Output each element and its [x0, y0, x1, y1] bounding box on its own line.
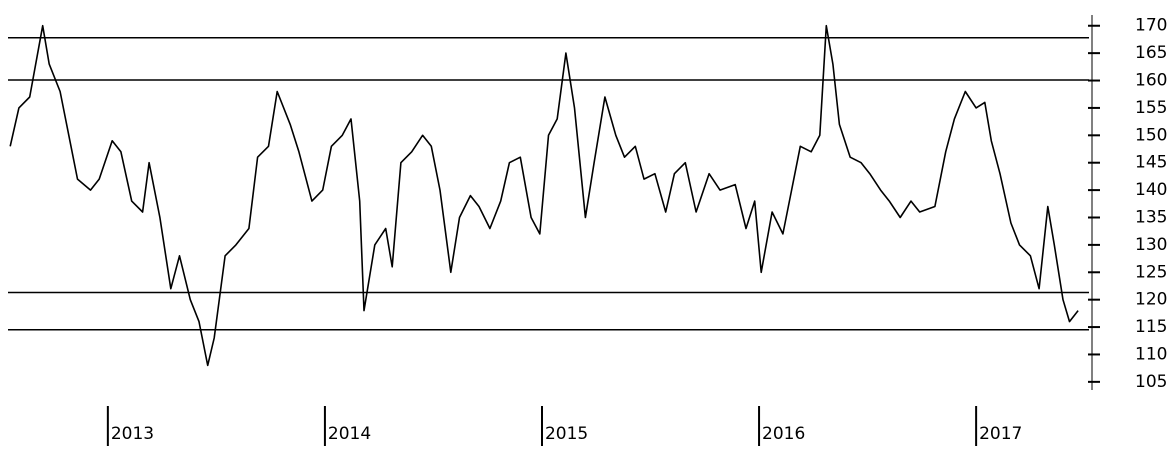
x-tick-label: 2015	[545, 424, 588, 444]
y-tick-label: 135	[1135, 207, 1167, 227]
y-tick-label: 140	[1135, 180, 1167, 200]
y-tick-label: 130	[1135, 235, 1167, 255]
y-tick-label: 115	[1135, 317, 1167, 337]
y-tick-label: 165	[1135, 43, 1167, 63]
y-tick-label: 105	[1135, 372, 1167, 392]
y-tick-label: 160	[1135, 71, 1167, 91]
x-tick-label: 2013	[111, 424, 154, 444]
y-tick-label: 155	[1135, 98, 1167, 118]
y-tick-label: 145	[1135, 153, 1167, 173]
y-tick-label: 150	[1135, 125, 1167, 145]
x-tick-label: 2017	[979, 424, 1022, 444]
x-tick-label: 2016	[762, 424, 805, 444]
y-tick-label: 170	[1135, 16, 1167, 36]
y-tick-label: 120	[1135, 290, 1167, 310]
price-line	[9, 24, 1079, 367]
x-tick-label: 2014	[328, 424, 371, 444]
y-tick-label: 110	[1135, 344, 1167, 364]
y-tick-label: 125	[1135, 262, 1167, 282]
